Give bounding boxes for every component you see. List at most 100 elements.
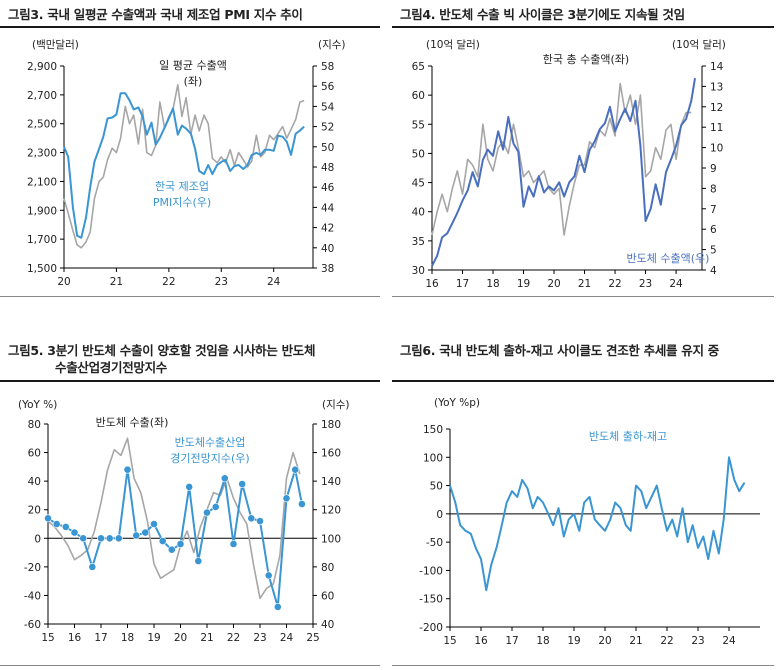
- series-line-2: [431, 78, 696, 267]
- line-chart-4: -200 -150 -100 -50 0 50 100 150 15 16 17 18 19 20 21 22…: [419, 397, 760, 647]
- bottom-rule-1: [0, 296, 380, 297]
- chart-panel-4: 그림6. 국내 반도체 출하-재고 사이클도 견조한 추세를 유지 중 -200…: [392, 336, 774, 666]
- y-tick-label: 40: [28, 476, 41, 488]
- y-tick-label: 2,700: [27, 90, 57, 102]
- y2-tick-label: 40: [321, 243, 334, 255]
- y2-tick-label: 8: [710, 183, 717, 195]
- x-tick-label: 18: [121, 632, 134, 644]
- series-marker: [273, 602, 282, 611]
- x-tick-label: 15: [41, 632, 54, 644]
- y2-axis-title: (지수): [318, 39, 346, 51]
- legend-label: 반도체 수출(좌): [96, 416, 169, 429]
- series-marker: [79, 534, 88, 543]
- x-tick-label: 20: [547, 278, 560, 290]
- series-line-2: [47, 468, 303, 608]
- y-tick-label: 50: [412, 148, 425, 160]
- series-marker: [123, 465, 132, 474]
- y2-axis-title: (10억 달러): [672, 39, 726, 51]
- y2-axis-title: (지수): [322, 399, 350, 411]
- y2-tick-label: 9: [710, 163, 717, 175]
- y-tick-label: -150: [419, 594, 443, 606]
- y-axis-title: (YoY %p): [434, 397, 480, 409]
- y2-tick-label: 140: [321, 476, 341, 488]
- line-chart-3: -60 -40 -20 0 20 40 60 80 40 60 80 100 120 140 160 180 1…: [18, 399, 350, 644]
- y2-tick-label: 42: [321, 223, 334, 235]
- x-tick-label: 25: [306, 632, 319, 644]
- chart-panel-3: 그림5. 3분기 반도체 수출이 양호할 것임을 시사하는 반도체 수출산업경기…: [0, 336, 380, 666]
- chart-title-3: 그림5. 3분기 반도체 수출이 양호할 것임을 시사하는 반도체 수출산업경기…: [8, 342, 316, 376]
- series-marker: [52, 520, 61, 528]
- y2-tick-label: 180: [321, 419, 341, 431]
- series-marker: [194, 557, 203, 565]
- series-line-1: [47, 437, 301, 600]
- series-line-1: [431, 82, 692, 236]
- y2-tick-label: 4: [710, 265, 717, 277]
- series-marker: [247, 514, 256, 523]
- y-tick-label: 50: [430, 481, 443, 493]
- x-tick-label: 22: [660, 635, 673, 647]
- x-tick-label: 20: [174, 632, 187, 644]
- series-marker: [61, 522, 70, 531]
- x-tick-label: 18: [536, 635, 549, 647]
- chart-panel-1: 그림3. 국내 일평균 수출액과 국내 제조업 PMI 지수 추이 1,500 1…: [0, 0, 380, 300]
- x-tick-label: 24: [669, 278, 683, 290]
- series-marker: [238, 480, 247, 488]
- series-marker: [203, 508, 211, 517]
- series-marker: [167, 545, 176, 554]
- plot-area: -60 -40 -20 0 20 40 60 80 40 60 80 100 120 140 160 180 1…: [18, 399, 350, 644]
- y-tick-label: 65: [412, 61, 425, 73]
- x-tick-label: 17: [505, 635, 518, 647]
- y2-tick-label: 56: [321, 81, 335, 93]
- x-tick-label: 19: [517, 278, 530, 290]
- line-chart-1: 1,500 1,700 1,900 2,100 2,300 2,500 2,700 2,900…: [27, 39, 346, 288]
- legend-label: 일 평균 수출액: [159, 58, 227, 72]
- series-marker: [88, 562, 97, 571]
- title-rule-2: [392, 26, 774, 28]
- legend-label: 한국 총 수출액(좌): [543, 53, 629, 66]
- bottom-rule-4: [392, 665, 774, 666]
- y-tick-label: -60: [24, 619, 41, 631]
- y-tick-label: -40: [24, 590, 41, 602]
- x-tick-label: 24: [722, 635, 736, 647]
- chart-title-1: 그림3. 국내 일평균 수출액과 국내 제조업 PMI 지수 추이: [8, 7, 303, 22]
- x-tick-label: 16: [474, 635, 488, 647]
- series-marker: [70, 528, 79, 537]
- series-marker: [282, 494, 291, 503]
- y2-tick-label: 80: [321, 562, 334, 574]
- x-tick-label: 15: [443, 635, 456, 647]
- legend-label: 반도체 수출액(우): [627, 252, 710, 265]
- legend-label: 경기전망지수(우): [170, 452, 249, 465]
- series-marker: [150, 520, 158, 528]
- x-tick-label: 21: [110, 276, 123, 288]
- y2-tick-label: 38: [321, 263, 334, 275]
- y2-tick-label: 60: [321, 590, 334, 602]
- series-marker: [291, 465, 300, 474]
- y-tick-label: 60: [412, 90, 425, 102]
- x-tick-label: 22: [608, 278, 621, 290]
- y2-tick-label: 52: [321, 122, 334, 134]
- series-line-2: [63, 92, 305, 239]
- y2-tick-label: 13: [710, 81, 723, 93]
- y-tick-label: 55: [412, 119, 425, 131]
- bottom-rule-2: [392, 296, 774, 297]
- x-tick-label: 23: [215, 276, 228, 288]
- title-rule-1: [0, 26, 380, 28]
- chart-title-3-line2: 수출산업경기전망지수: [55, 360, 168, 375]
- series-marker: [141, 528, 150, 537]
- title-rule-4: [392, 380, 774, 382]
- y-tick-label: 35: [412, 236, 425, 248]
- legend-label: (좌): [184, 75, 203, 88]
- x-tick-label: 24: [280, 632, 294, 644]
- legend-label: 반도체 출하-재고: [589, 429, 667, 443]
- y2-tick-label: 14: [710, 61, 724, 73]
- y2-tick-label: 100: [321, 533, 341, 545]
- series-marker: [185, 482, 194, 491]
- y2-tick-label: 160: [321, 448, 341, 460]
- y-tick-label: -100: [419, 565, 443, 577]
- series-marker: [220, 474, 229, 483]
- y-tick-label: 0: [436, 509, 443, 521]
- y-tick-label: 1,700: [27, 234, 57, 246]
- title-rule-3: [0, 380, 380, 382]
- y2-tick-label: 50: [321, 142, 334, 154]
